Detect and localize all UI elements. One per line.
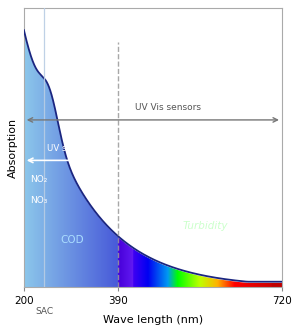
Text: Turbidity: Turbidity [182, 221, 228, 231]
Text: NO₃: NO₃ [30, 196, 48, 205]
Text: COD: COD [60, 235, 84, 245]
Y-axis label: Absorption: Absorption [8, 118, 18, 178]
Text: NO₂: NO₂ [30, 175, 48, 184]
Text: SAC: SAC [36, 307, 54, 316]
Text: UV sensors: UV sensors [47, 145, 95, 154]
X-axis label: Wave length (nm): Wave length (nm) [103, 315, 203, 325]
Text: UV Vis sensors: UV Vis sensors [135, 103, 201, 112]
